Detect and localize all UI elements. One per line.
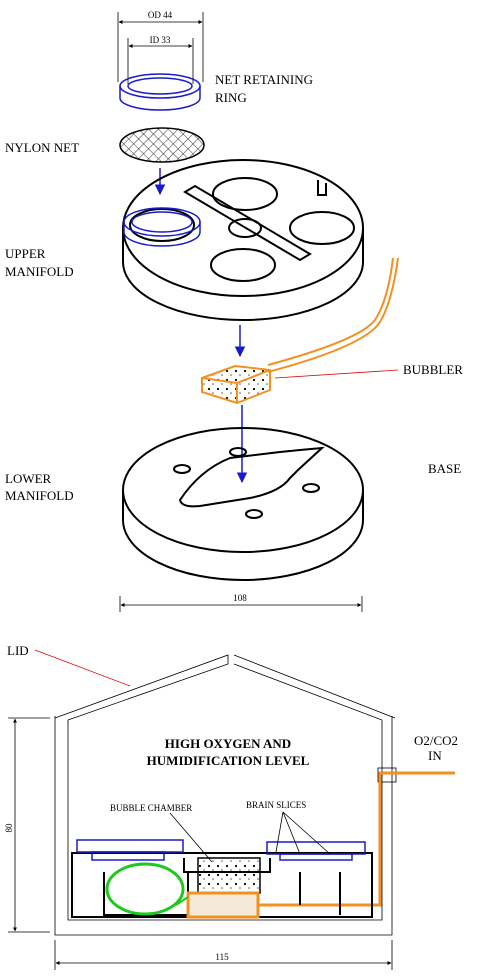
chamber-manifold (71, 767, 455, 919)
ring-label: RING (215, 90, 247, 105)
base-dimension (119, 596, 363, 612)
bubbler (201, 257, 399, 405)
chamber (54, 654, 396, 936)
ring-label: NET RETAINING (215, 72, 313, 87)
gas-in-label: O2/CO2 (414, 733, 458, 748)
lower-manifold (122, 427, 364, 581)
upper-manifold-label: UPPER (5, 246, 46, 261)
chamber-text: HUMIDIFICATION LEVEL (147, 753, 310, 768)
id-label: ID 33 (150, 35, 171, 45)
chamber-dimensions (8, 717, 393, 970)
gas-in-label: IN (428, 748, 442, 763)
dimension-label: 108 (233, 593, 247, 603)
upper-manifold (122, 159, 364, 321)
bubbler-label: BUBBLER (403, 362, 463, 377)
upper-manifold-label: MANIFOLD (5, 264, 74, 279)
base-label: BASE (428, 461, 461, 476)
ring-dimensions (117, 12, 204, 84)
leader (34, 649, 131, 687)
nylon-net-label: NYLON NET (5, 140, 79, 155)
lid-label: LID (7, 643, 29, 658)
bubble-chamber-label: BUBBLE CHAMBER (110, 803, 192, 813)
nylon-net (119, 127, 205, 163)
dimension-label: 115 (215, 952, 229, 962)
brain-slices-label: BRAIN SLICES (246, 800, 306, 810)
chamber-text: HIGH OXYGEN AND (165, 736, 291, 751)
lower-manifold-label: LOWER (5, 471, 52, 486)
od-label: OD 44 (148, 10, 173, 20)
dimension-label: 80 (4, 823, 14, 833)
net-retaining-ring (119, 73, 201, 111)
lower-manifold-label: MANIFOLD (5, 488, 74, 503)
